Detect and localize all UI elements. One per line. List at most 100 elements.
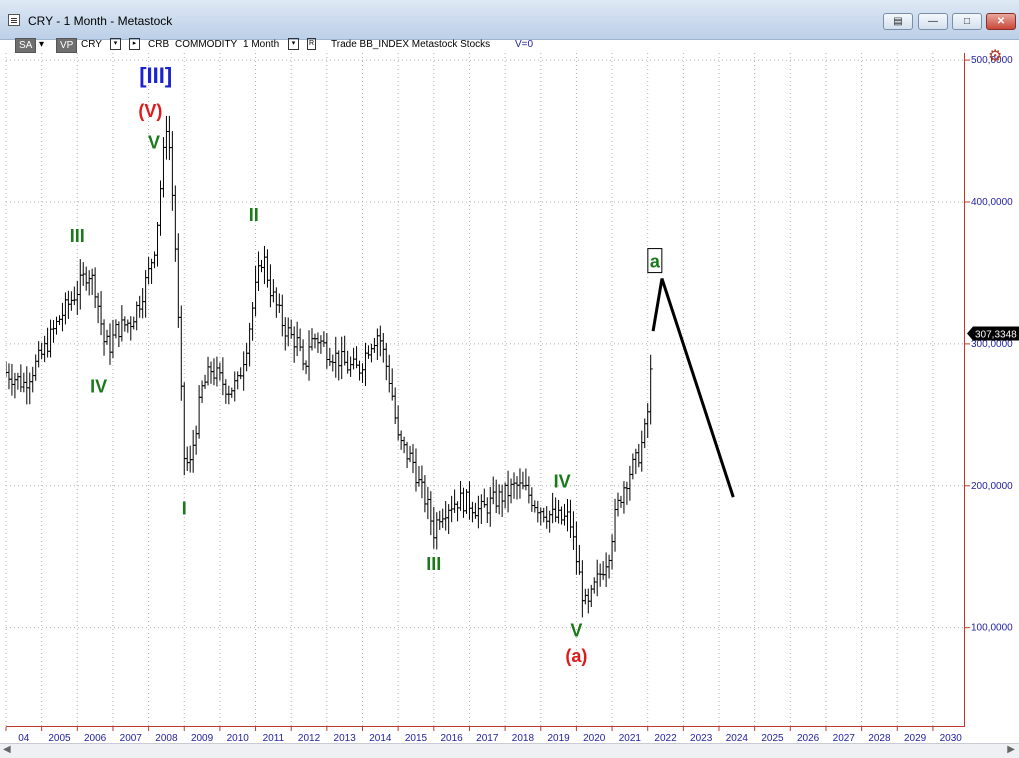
ohlc-bar (113, 319, 118, 339)
ohlc-bar (60, 302, 65, 332)
y-tick-label: 300,0000 (971, 339, 1013, 350)
ohlc-bar (105, 329, 110, 345)
ohlc-bar (318, 335, 323, 354)
ohlc-bar (125, 319, 130, 333)
ohlc-bar (618, 495, 623, 508)
close-button[interactable]: ✕ (986, 13, 1016, 30)
ohlc-bar (286, 317, 291, 347)
ohlc-bar (470, 501, 475, 523)
chart-settings-icon[interactable]: ⚙ (988, 48, 1003, 65)
ohlc-bar (607, 554, 612, 579)
ohlc-bar (312, 333, 317, 349)
plot-area[interactable] (6, 53, 965, 727)
period-dropdown-icon[interactable]: ▾ (288, 38, 299, 51)
x-tick-label: 2005 (48, 733, 71, 744)
ohlc-bar (232, 371, 237, 402)
ohlc-bar (589, 584, 594, 608)
period-label[interactable]: 1 Month (243, 39, 280, 50)
x-tick-label: 2025 (761, 733, 784, 744)
ohlc-bar (110, 319, 115, 359)
ohlc-bar (18, 364, 23, 393)
ohlc-bar (384, 342, 389, 381)
ohlc-bar (327, 347, 332, 367)
ohlc-bar (96, 292, 101, 324)
sa-button[interactable]: SA (15, 38, 37, 53)
x-tick-label: 2019 (547, 733, 570, 744)
ohlc-bar (259, 259, 264, 273)
ohlc-bar (197, 385, 202, 439)
ohlc-bar (393, 387, 398, 425)
ohlc-bar (437, 510, 442, 530)
ohlc-bar (256, 251, 261, 291)
y-tick-label: 500,0000 (971, 55, 1013, 66)
ohlc-bar (476, 495, 481, 529)
ohlc-bar (574, 521, 579, 575)
ohlc-bar (277, 293, 282, 313)
ohlc-bar (182, 382, 187, 476)
ohlc-bar (458, 480, 463, 511)
ohlc-bar (223, 379, 228, 404)
ohlc-bar (87, 270, 92, 296)
ohlc-bar (194, 425, 199, 455)
x-tick-label: 2009 (191, 733, 214, 744)
minimize-button[interactable]: — (918, 13, 948, 30)
ohlc-bar (226, 385, 231, 405)
ohlc-bar (583, 588, 588, 605)
ohlc-bar (84, 266, 89, 291)
restore-document-button[interactable]: ▤ (883, 13, 913, 30)
wave-label: III (70, 226, 85, 246)
ohlc-bar (544, 506, 549, 529)
ohlc-bar (562, 504, 567, 526)
ohlc-bar (443, 501, 448, 531)
ohlc-bar (547, 510, 552, 533)
ohlc-bar (553, 497, 558, 523)
ohlc-bar (280, 294, 285, 337)
ohlc-bar (488, 487, 493, 527)
ohlc-bar (304, 360, 309, 375)
instrument-name: CRB (148, 39, 170, 50)
ohlc-bar (497, 484, 502, 515)
symbol-label[interactable]: CRY (81, 39, 102, 50)
vp-button[interactable]: VP (56, 38, 78, 53)
maximize-button[interactable]: □ (952, 13, 982, 30)
ohlc-bar (556, 499, 561, 524)
y-tick-label: 200,0000 (971, 481, 1013, 492)
scroll-left-icon[interactable]: ◀ (3, 744, 11, 755)
name-dropdown-icon[interactable]: ▸ (129, 38, 140, 51)
ohlc-bar (440, 508, 445, 528)
ohlc-bar (416, 465, 421, 487)
ohlc-bar (307, 330, 312, 381)
x-tick-label: 2029 (904, 733, 927, 744)
ohlc-bar (107, 323, 112, 365)
sa-dropdown-icon[interactable]: ▾ (39, 39, 45, 50)
ohlc-bar (627, 465, 632, 501)
ohlc-bar (173, 185, 178, 262)
horizontal-scrollbar[interactable]: ◀ ▶ (0, 743, 1019, 758)
ohlc-bar (164, 115, 169, 160)
ohlc-bar (185, 446, 190, 472)
ohlc-bar (51, 320, 56, 343)
ohlc-bar (598, 563, 603, 587)
ohlc-bar (220, 357, 225, 396)
y-tick-label: 100,0000 (971, 623, 1013, 634)
ohlc-bar (381, 332, 386, 363)
symbol-dropdown-icon[interactable]: ▾ (110, 38, 121, 51)
scroll-right-icon[interactable]: ▶ (1007, 744, 1015, 755)
r-button[interactable]: R (307, 38, 317, 51)
ohlc-bar (191, 429, 196, 473)
last-price-marker (967, 326, 1019, 341)
x-tick-label: 2013 (334, 733, 357, 744)
ohlc-bar (645, 403, 650, 438)
ohlc-bar (90, 268, 95, 296)
ohlc-bar (434, 512, 439, 550)
ohlc-bar (550, 492, 555, 524)
ohlc-bar (229, 387, 234, 398)
x-tick-label: 2030 (940, 733, 963, 744)
ohlc-bar (310, 328, 315, 351)
ohlc-bar (529, 487, 534, 512)
ohlc-bar (137, 295, 142, 318)
ohlc-bar (616, 492, 621, 517)
x-tick-label: 2007 (120, 733, 143, 744)
x-tick-label: 2020 (583, 733, 606, 744)
